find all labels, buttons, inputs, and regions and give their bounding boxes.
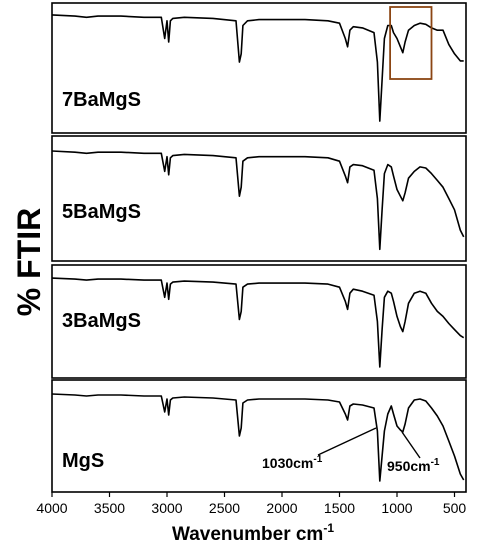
x-tick-label-2000: 2000: [266, 500, 297, 516]
x-axis: 4000 3500 3000 2500 2000 1500 1000 500: [36, 492, 466, 516]
panel-label-7bamgs: 7BaMgS: [62, 89, 141, 111]
series-line-5bamgs: [51, 150, 465, 251]
annotation-950: 950cm-1: [387, 457, 440, 474]
annotation-arrow-950: [401, 431, 421, 459]
panel-frame-7bamgs: [51, 2, 467, 134]
panel-frame-mgs: [51, 379, 467, 493]
x-tick-label-4000: 4000: [36, 500, 67, 516]
panel-frame-3bamgs: [51, 264, 467, 379]
x-tick-label-500: 500: [443, 500, 467, 516]
series-line-3bamgs: [51, 277, 465, 368]
x-tick-label-3000: 3000: [151, 500, 182, 516]
x-axis-title: Wavenumber cm-1: [172, 521, 334, 545]
panel-frame-5bamgs: [51, 135, 467, 262]
x-tick-label-1500: 1500: [324, 500, 355, 516]
annotation-arrow-1030: [317, 427, 377, 456]
x-tick-label-2500: 2500: [209, 500, 240, 516]
highlight-box: [389, 6, 433, 80]
spectra-panels: 7BaMgS 5BaMgS 3BaMgS MgS 1030cm-1 950cm-1: [51, 2, 467, 493]
series-line-mgs: [51, 393, 465, 482]
series-line-7bamgs: [51, 14, 464, 122]
panel-label-5bamgs: 5BaMgS: [62, 201, 141, 223]
x-tick-label-3500: 3500: [94, 500, 125, 516]
panel-label-3bamgs: 3BaMgS: [62, 310, 141, 332]
y-axis-title: % FTIR: [11, 208, 47, 316]
annotation-1030: 1030cm-1: [262, 454, 323, 471]
x-tick-label-1000: 1000: [381, 500, 412, 516]
panel-label-mgs: MgS: [62, 450, 104, 472]
